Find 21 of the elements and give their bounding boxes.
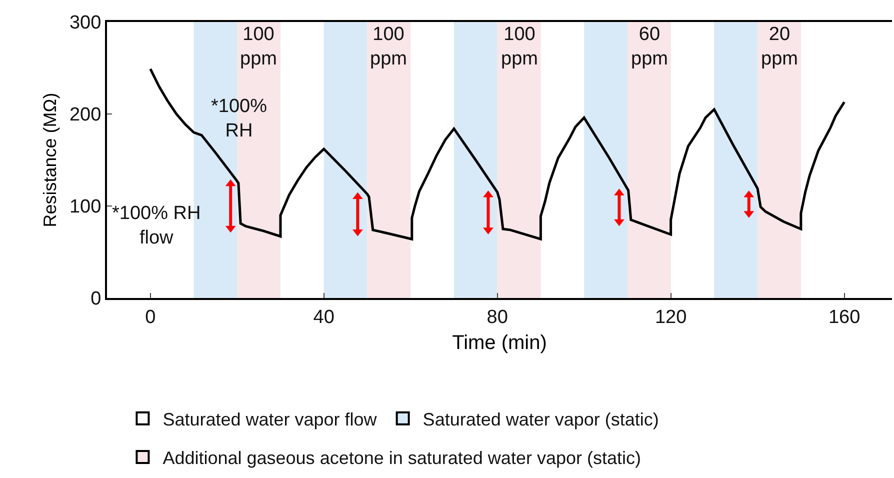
y-tick-label: 200 <box>69 104 102 126</box>
text: Saturated water vapor flow <box>162 409 378 430</box>
annotation: *100% RH flow <box>112 203 201 249</box>
band-label: 100 ppm <box>240 24 277 70</box>
band-label: 60 ppm <box>631 24 668 70</box>
x-axis-title: Time (min) <box>452 332 547 354</box>
x-tick-label: 80 <box>486 306 508 328</box>
text: Additional gaseous acetone in saturated water vapor (static) <box>162 448 641 468</box>
annotation: *100% RH <box>211 96 268 142</box>
x-tick-label: 160 <box>828 306 860 328</box>
band-label: 100 ppm <box>370 24 407 70</box>
y-axis-title: Resistance (MΩ) <box>40 92 60 228</box>
y-tick-label: 300 <box>69 12 102 34</box>
x-tick-label: 120 <box>654 306 687 328</box>
y-tick-label: 0 <box>90 288 102 310</box>
band-label: 100 ppm <box>501 24 538 70</box>
x-tick-label: 0 <box>145 306 156 328</box>
y-tick-label: 100 <box>69 196 102 218</box>
x-tick-label: 40 <box>313 306 334 328</box>
text: Saturated water vapor (static) <box>422 409 659 430</box>
band-label: 20 ppm <box>761 24 798 70</box>
